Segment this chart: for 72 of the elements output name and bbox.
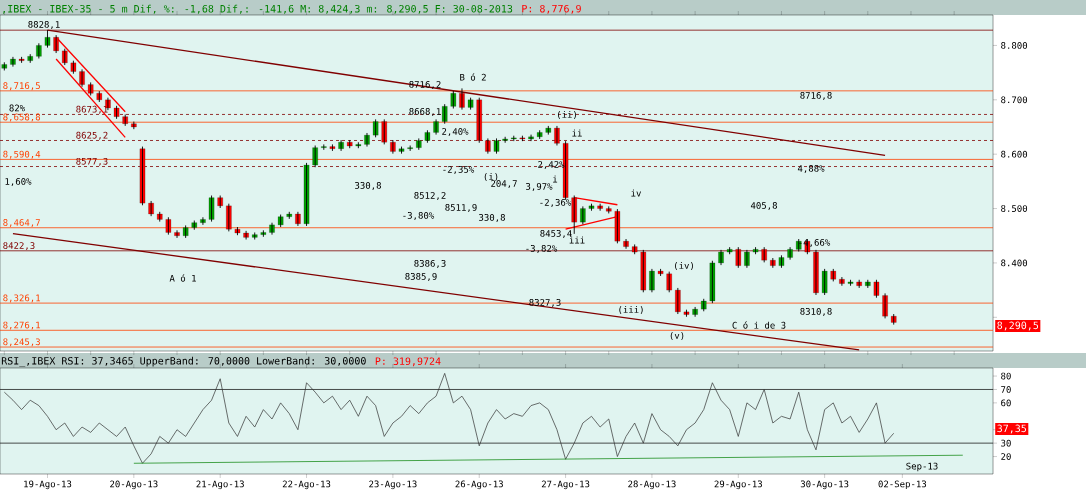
ref-line-label: 8,326,1 (3, 294, 41, 303)
y-tick-label: 80 (1001, 372, 1011, 380)
annotation: (iv) (675, 261, 693, 271)
annotation: A ó 1 (169, 274, 196, 282)
x-tick-label: 26-Ago-13 (455, 480, 503, 490)
y-tick-label: 20 (1001, 453, 1011, 460)
annotation: C ó i de 3 (732, 321, 786, 329)
annotation: i (553, 175, 558, 183)
y-tick-label: 60 (1001, 399, 1011, 407)
annotation: 8327,3 (529, 299, 561, 307)
ref-line-label: 8,276,1 (3, 321, 41, 330)
annotation: (v) (670, 331, 684, 341)
annotation: 2,40% (442, 128, 469, 136)
annotation: 8716,8 (800, 92, 832, 100)
annotation: ii (572, 129, 582, 137)
annotation: (i) (484, 172, 498, 182)
x-tick-label: 02-Sep-13 (878, 480, 927, 490)
annotation: -3,80% (403, 212, 435, 220)
annotation: 330,8 (479, 214, 505, 222)
chart-title: ,IBEX - IBEX-35 - 5 m Dif, %: -1,68 Dif,: -141,6 M: 8,424,3 m: 8,290,5 F: 30-08-2013 (3, 4, 513, 14)
x-tick-label: 21-Ago-13 (196, 480, 244, 490)
annotation: 330,8 (355, 182, 381, 190)
x-tick-label: 28-Ago-13 (628, 480, 676, 490)
x-tick-label: 23-Ago-13 (369, 480, 417, 490)
ref-line-label: 8,658,8 (3, 113, 41, 122)
ref-line-label: 8,716,5 (3, 82, 40, 91)
annotation: 8386,3 (414, 260, 446, 268)
x-tick-label: 30-Ago-13 (800, 480, 849, 490)
x-tick-label: 29-Ago-13 (714, 480, 762, 490)
annotation: 204,7 (491, 180, 517, 188)
annotation: iv (631, 189, 641, 197)
annotation: B ó 2 (460, 73, 486, 81)
annotation: 405,8 (750, 202, 777, 210)
annotation: 1,60% (5, 178, 32, 186)
annotation: -2,35% (443, 166, 475, 174)
chart-title: RSI_,IBEX RSI: 37,3465 UpperBand: 70,0000 LowerBand: 30,0000 (1, 356, 366, 367)
annotation: 8668,1 (409, 108, 441, 116)
ref-line-label: 8577,3 (76, 157, 108, 166)
annotation: iii (569, 236, 585, 244)
annotation: (ii) (558, 110, 576, 120)
chart-subtitle: P: 319,9724 (375, 357, 441, 367)
ref-line-label: 8,590,4 (3, 150, 41, 159)
y-tick-label: 8.600 (1001, 150, 1028, 158)
annotation: 82% (9, 104, 25, 112)
y-tick-label: 70 (1001, 386, 1011, 393)
y-tick-label: 8.800 (1001, 42, 1028, 49)
annotation: 8453,4 (540, 230, 572, 238)
annotation: 4,88% (797, 165, 825, 173)
annotation: 8512,2 (414, 192, 446, 200)
annotation: 8511,9 (445, 204, 477, 212)
annotation: 3,97% (526, 183, 553, 191)
x-tick-label: 19-Ago-13 (24, 480, 72, 490)
ref-line-label: 8,464,7 (3, 219, 40, 228)
x-tick-label: 27-Ago-13 (541, 480, 590, 490)
annotation: 8310,8 (800, 308, 832, 316)
annotation: (iii) (619, 305, 643, 315)
y-tick-label: 30 (1001, 439, 1011, 447)
ref-line-label: 8422,3 (3, 242, 35, 251)
annotation: 8385,9 (405, 273, 437, 281)
ref-line-label: 8,245,3 (3, 338, 40, 347)
ref-line-label: 8625,2 (76, 131, 108, 140)
x-tick-label: 20-Ago-13 (110, 480, 158, 490)
x-tick-label: 22-Ago-13 (282, 480, 331, 490)
annotation: Sep-13 (906, 462, 938, 472)
text: 8,290,5 (997, 321, 1039, 331)
y-tick-label: 8.400 (1001, 259, 1028, 267)
annotation: 8828,1 (28, 21, 60, 29)
y-tick-label: 8.700 (1001, 96, 1028, 104)
chart-subtitle: P: 8,776,9 (522, 4, 581, 14)
annotation: -2,36% (540, 199, 572, 207)
text: 37,35 (997, 424, 1027, 434)
y-tick-label: 8.500 (1001, 205, 1028, 212)
